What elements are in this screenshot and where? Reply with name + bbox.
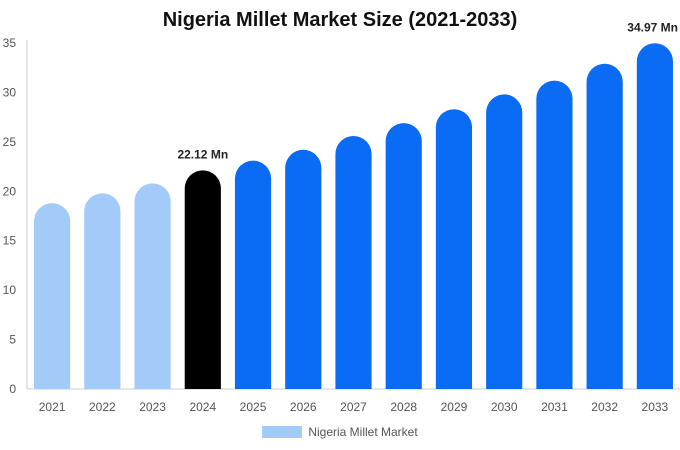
legend-swatch	[262, 426, 303, 438]
bar	[335, 135, 372, 389]
chart-title: Nigeria Millet Market Size (2021-2033)	[162, 9, 518, 31]
legend: Nigeria Millet Market	[0, 425, 680, 439]
y-tick-label: 35	[3, 36, 17, 50]
bar	[134, 183, 171, 389]
x-tick-label: 2033	[642, 400, 669, 414]
x-tick-label: 2029	[441, 400, 468, 414]
y-tick-label: 20	[3, 184, 17, 198]
bar	[536, 80, 573, 389]
bar	[636, 43, 673, 389]
x-tick-label: 2022	[89, 400, 116, 414]
y-tick-label: 15	[3, 234, 17, 248]
data-label: 22.12 Mn	[177, 147, 228, 161]
y-tick-label: 10	[3, 283, 17, 297]
bar	[586, 63, 623, 390]
x-tick-label: 2030	[491, 400, 518, 414]
x-tick-label: 2021	[39, 400, 66, 414]
x-tick-label: 2027	[340, 400, 367, 414]
x-tick-label: 2025	[240, 400, 267, 414]
x-tick-label: 2028	[390, 400, 417, 414]
x-tick-label: 2032	[591, 400, 618, 414]
x-tick-label: 2024	[189, 400, 216, 414]
bar	[184, 170, 221, 389]
bar	[84, 193, 121, 389]
data-label: 34.97 Mn	[627, 20, 678, 34]
bar	[435, 109, 473, 389]
x-tick-label: 2023	[139, 400, 166, 414]
bar	[285, 149, 322, 389]
y-tick-label: 5	[9, 333, 16, 347]
x-tick-label: 2031	[541, 400, 568, 414]
y-tick-label: 0	[9, 382, 16, 396]
y-tick-label: 25	[3, 135, 17, 149]
bar	[486, 94, 523, 390]
bar	[34, 203, 71, 389]
legend-label: Nigeria Millet Market	[308, 425, 418, 439]
bar	[234, 160, 272, 389]
y-tick-label: 30	[3, 85, 17, 99]
x-tick-label: 2026	[290, 400, 317, 414]
bar	[385, 123, 422, 390]
